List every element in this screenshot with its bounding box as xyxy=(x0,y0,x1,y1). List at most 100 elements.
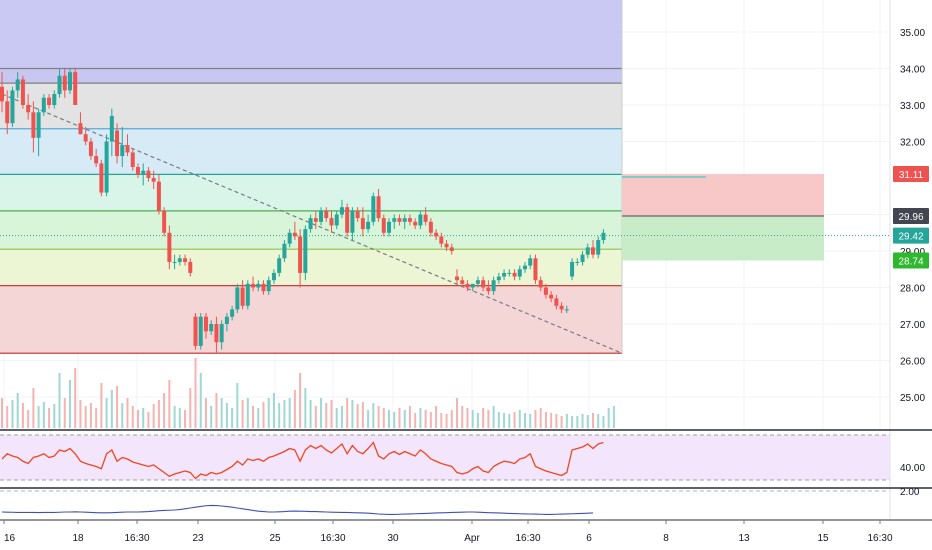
volume-bar xyxy=(304,388,307,428)
candle-body xyxy=(298,236,303,273)
volume-bar xyxy=(367,410,370,428)
volume-bar xyxy=(48,408,51,428)
volume-bar xyxy=(236,383,239,428)
volume-bar xyxy=(544,412,547,428)
candle-body xyxy=(496,276,501,281)
x-tick-label: 13 xyxy=(738,533,750,544)
candle-body xyxy=(235,287,240,310)
volume-bar xyxy=(456,398,459,428)
volume-bar xyxy=(147,412,150,428)
candle-body xyxy=(339,207,344,215)
volume-bar xyxy=(534,410,537,428)
candle-body xyxy=(120,145,125,157)
volume-bar xyxy=(602,416,605,428)
x-tick-label: 30 xyxy=(387,533,399,544)
candle-body xyxy=(329,218,334,226)
volume-bar xyxy=(283,400,286,428)
candle-body xyxy=(104,141,109,193)
y-tick-label: 33.00 xyxy=(900,101,925,112)
candle-body xyxy=(475,280,480,284)
price-label-text: 29.96 xyxy=(898,212,923,223)
rsi-line xyxy=(1,441,604,480)
volume-bar xyxy=(267,398,270,428)
volume-bars xyxy=(1,358,615,428)
volume-bar xyxy=(309,400,312,428)
volume-bar xyxy=(325,403,328,428)
candle-body xyxy=(287,232,292,244)
volume-bar xyxy=(518,410,521,428)
volume-bar xyxy=(126,398,129,428)
y-tick-label: 32.00 xyxy=(900,138,925,149)
candle-body xyxy=(371,196,376,222)
candlesticks xyxy=(0,68,606,354)
candle-body xyxy=(57,75,62,95)
price-label-box xyxy=(893,227,929,244)
candle-body xyxy=(355,210,360,219)
candle-body xyxy=(402,218,407,222)
candle-body xyxy=(156,181,161,211)
price-label-box xyxy=(893,252,929,269)
candle-body xyxy=(439,236,444,244)
candle-body xyxy=(303,229,308,273)
volume-bar xyxy=(340,406,343,428)
candle-body xyxy=(564,309,569,311)
x-tick-label: 16:30 xyxy=(320,533,345,544)
candle-body xyxy=(387,221,392,233)
candle-body xyxy=(554,298,559,306)
volume-bar xyxy=(440,413,443,428)
candle-body xyxy=(308,218,313,230)
candle-body xyxy=(41,97,46,113)
volume-bar xyxy=(79,400,82,428)
volume-bar xyxy=(529,414,532,428)
candle-body xyxy=(517,269,522,277)
candle-body xyxy=(20,79,25,105)
volume-bar xyxy=(361,402,364,428)
candle-body xyxy=(251,283,256,288)
volume-bar xyxy=(597,414,600,428)
volume-bar xyxy=(497,412,500,428)
volume-bar xyxy=(382,408,385,428)
volume-bar xyxy=(372,403,375,428)
volume-bar xyxy=(461,406,464,428)
rsi-band xyxy=(0,435,890,480)
volume-bar xyxy=(58,373,61,428)
volume-bar xyxy=(586,415,589,428)
volume-bar xyxy=(74,368,77,428)
candle-body xyxy=(36,112,41,138)
candle-body xyxy=(559,305,564,310)
candle-body xyxy=(31,112,36,138)
candle-body xyxy=(376,196,381,219)
candle-body xyxy=(47,97,52,105)
candle-body xyxy=(319,210,324,222)
volume-bar xyxy=(252,406,255,428)
candle-body xyxy=(575,261,580,263)
indicator-tick-label: 2.00 xyxy=(900,487,920,498)
x-tick-label: 16 xyxy=(4,533,16,544)
candle-body xyxy=(73,72,78,105)
volume-bar xyxy=(471,410,474,428)
volume-bar xyxy=(163,393,166,428)
rsi-tick-label: 40.00 xyxy=(900,463,925,474)
candle-body xyxy=(491,280,496,292)
volume-bar xyxy=(335,408,338,428)
candle-body xyxy=(62,75,67,91)
volume-bar xyxy=(231,408,234,428)
volume-bar xyxy=(429,412,432,428)
volume-bar xyxy=(142,408,145,428)
x-tick-label: 6 xyxy=(586,533,592,544)
candle-body xyxy=(219,324,224,343)
candle-body xyxy=(177,258,182,262)
volume-bar xyxy=(524,413,526,428)
candle-body xyxy=(324,210,329,219)
candle-body xyxy=(240,287,245,306)
candle-body xyxy=(350,210,355,233)
y-tick-label: 27.00 xyxy=(900,320,925,331)
candle-body xyxy=(266,280,271,292)
volume-bar xyxy=(157,400,160,428)
y-tick-label: 35.00 xyxy=(900,28,925,39)
x-axis-ticks[interactable]: 16 18 16:30 23 25 16:30 30 Apr 16:30 6 8 13 15 16:30 xyxy=(3,520,893,544)
volume-bar xyxy=(11,400,14,428)
volume-bar xyxy=(450,410,453,428)
candle-body xyxy=(601,232,606,241)
candle-body xyxy=(282,243,287,259)
